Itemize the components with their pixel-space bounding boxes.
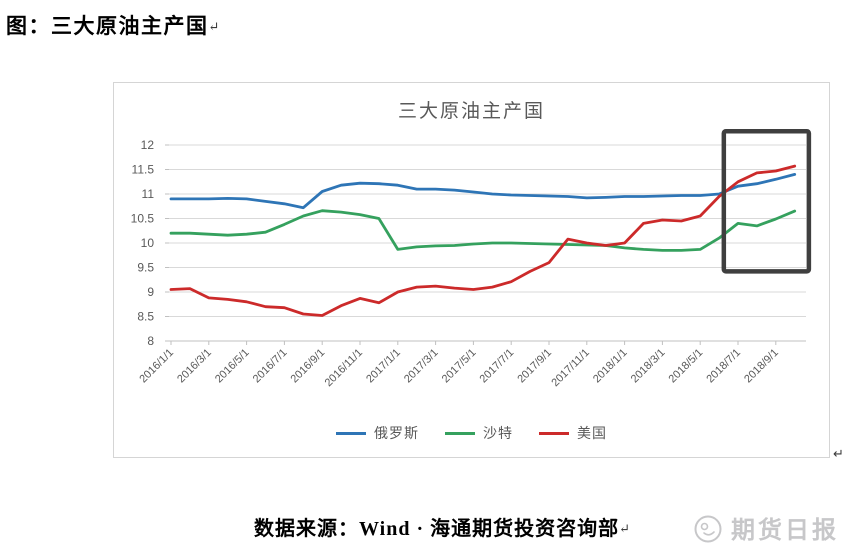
legend-swatch-0 <box>336 431 366 435</box>
series-line-0 <box>169 173 797 210</box>
svg-text:2016/5/1: 2016/5/1 <box>213 347 252 386</box>
legend-item-1: 沙特 <box>445 423 513 443</box>
svg-text:2017/9/1: 2017/9/1 <box>515 347 554 386</box>
svg-text:2016/7/1: 2016/7/1 <box>251 347 290 386</box>
svg-text:9: 9 <box>147 285 154 299</box>
paragraph-mark-icon: ↵ <box>208 19 220 34</box>
publisher-logo-icon <box>694 515 722 542</box>
legend-swatch-1 <box>445 431 475 435</box>
svg-text:2018/9/1: 2018/9/1 <box>742 347 781 386</box>
paragraph-mark-icon: ↵ <box>619 521 631 536</box>
svg-text:2017/3/1: 2017/3/1 <box>402 347 441 386</box>
svg-text:2017/1/1: 2017/1/1 <box>364 347 403 386</box>
svg-text:2018/1/1: 2018/1/1 <box>591 347 630 386</box>
svg-text:2016/11/1: 2016/11/1 <box>323 347 366 390</box>
publisher-watermark: 期货日报 <box>692 510 839 545</box>
svg-text:10: 10 <box>141 236 155 250</box>
publisher-name: 期货日报 <box>731 517 839 544</box>
data-source-text: 数据来源：Wind · 海通期货投资咨询部 <box>254 518 620 540</box>
chart-legend: 俄罗斯 沙特 美国 <box>114 423 829 443</box>
legend-item-0: 俄罗斯 <box>336 423 419 443</box>
paragraph-mark-icon: ↵ <box>833 446 844 461</box>
svg-text:2018/5/1: 2018/5/1 <box>667 347 706 386</box>
svg-text:2018/7/1: 2018/7/1 <box>704 347 743 386</box>
document-title-text: 图：三大原油主产国 <box>6 14 209 38</box>
x-axis-ticks <box>170 341 777 345</box>
legend-label-2: 美国 <box>577 425 607 441</box>
legend-label-1: 沙特 <box>483 425 513 441</box>
svg-text:2017/7/1: 2017/7/1 <box>478 347 517 386</box>
y-axis-labels: 8 8.5 9 9.5 10 10.5 11 11.5 12 <box>131 138 155 348</box>
svg-text:2016/1/1: 2016/1/1 <box>137 347 176 386</box>
series-line-2 <box>169 164 797 317</box>
chart-title: 三大原油主产国 <box>397 101 545 122</box>
legend-item-2: 美国 <box>539 423 607 443</box>
svg-text:2017/11/1: 2017/11/1 <box>549 347 592 390</box>
svg-text:8.5: 8.5 <box>137 310 154 324</box>
chart-frame: 三大原油主产国 8 8.5 9 9.5 10 10.5 11 11.5 12 2016/1/1 20… <box>113 82 830 458</box>
annotation-highlight-box <box>721 129 812 274</box>
svg-text:9.5: 9.5 <box>137 261 154 275</box>
data-source-line: 数据来源：Wind · 海通期货投资咨询部↵ <box>254 512 630 541</box>
document-title: 图：三大原油主产国↵ <box>6 10 219 40</box>
svg-text:2017/5/1: 2017/5/1 <box>440 347 479 386</box>
legend-swatch-2 <box>539 431 569 435</box>
svg-text:11.5: 11.5 <box>132 163 155 177</box>
legend-label-0: 俄罗斯 <box>374 425 419 441</box>
svg-text:8: 8 <box>147 334 154 348</box>
series-line-1 <box>169 209 797 252</box>
svg-text:12: 12 <box>141 138 155 152</box>
svg-text:10.5: 10.5 <box>131 212 155 226</box>
svg-text:2018/3/1: 2018/3/1 <box>629 347 668 386</box>
x-axis-labels: 2016/1/1 2016/3/1 2016/5/1 2016/7/1 2016/9/1… <box>137 347 781 390</box>
svg-text:11: 11 <box>142 187 155 201</box>
svg-text:2016/9/1: 2016/9/1 <box>289 347 328 386</box>
svg-text:2016/3/1: 2016/3/1 <box>175 347 214 386</box>
